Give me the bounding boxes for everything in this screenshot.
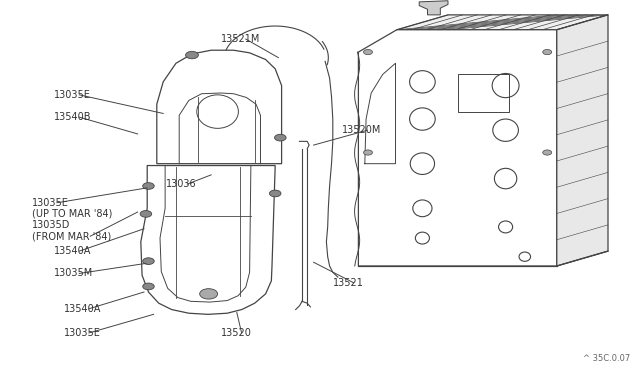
Circle shape <box>364 49 372 55</box>
Text: 13035D: 13035D <box>32 220 70 230</box>
Circle shape <box>364 150 372 155</box>
Circle shape <box>543 150 552 155</box>
Text: ^ 35C.0.07: ^ 35C.0.07 <box>583 354 630 363</box>
Circle shape <box>275 134 286 141</box>
Polygon shape <box>157 50 282 164</box>
Text: 13035E: 13035E <box>32 198 69 208</box>
Text: (UP TO MAR '84): (UP TO MAR '84) <box>32 209 113 219</box>
Circle shape <box>143 283 154 290</box>
Circle shape <box>143 258 154 264</box>
Polygon shape <box>557 15 608 266</box>
Circle shape <box>543 49 552 55</box>
Text: (FROM MAR '84): (FROM MAR '84) <box>32 231 111 241</box>
Circle shape <box>140 211 152 217</box>
Circle shape <box>269 190 281 197</box>
Polygon shape <box>358 30 557 266</box>
Text: 13521M: 13521M <box>221 34 260 44</box>
Polygon shape <box>141 166 275 314</box>
Text: 13540A: 13540A <box>54 246 92 256</box>
Text: 13540A: 13540A <box>64 304 101 314</box>
Text: 13520M: 13520M <box>342 125 382 135</box>
Text: 13035M: 13035M <box>54 269 93 278</box>
Text: 13035E: 13035E <box>64 328 101 338</box>
Circle shape <box>186 51 198 59</box>
Text: 13520: 13520 <box>221 328 252 338</box>
Circle shape <box>143 183 154 189</box>
Text: 13540B: 13540B <box>54 112 92 122</box>
Polygon shape <box>397 15 608 30</box>
Polygon shape <box>419 1 448 15</box>
Circle shape <box>200 289 218 299</box>
Text: 13521: 13521 <box>333 278 364 288</box>
Text: 13036: 13036 <box>166 179 197 189</box>
Text: 13035E: 13035E <box>54 90 92 100</box>
